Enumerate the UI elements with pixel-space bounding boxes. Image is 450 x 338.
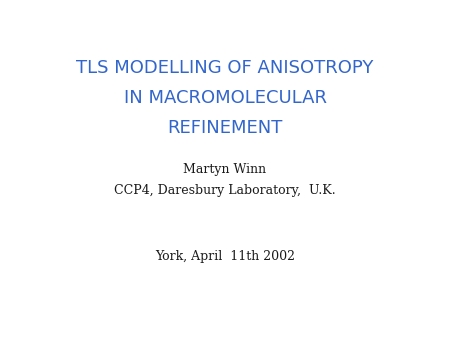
Text: CCP4, Daresbury Laboratory,  U.K.: CCP4, Daresbury Laboratory, U.K. [114,185,336,197]
Text: TLS MODELLING OF ANISOTROPY: TLS MODELLING OF ANISOTROPY [76,58,373,77]
Text: REFINEMENT: REFINEMENT [167,119,283,138]
Text: York, April  11th 2002: York, April 11th 2002 [155,250,295,263]
Text: IN MACROMOLECULAR: IN MACROMOLECULAR [123,89,327,107]
Text: Martyn Winn: Martyn Winn [184,163,266,175]
